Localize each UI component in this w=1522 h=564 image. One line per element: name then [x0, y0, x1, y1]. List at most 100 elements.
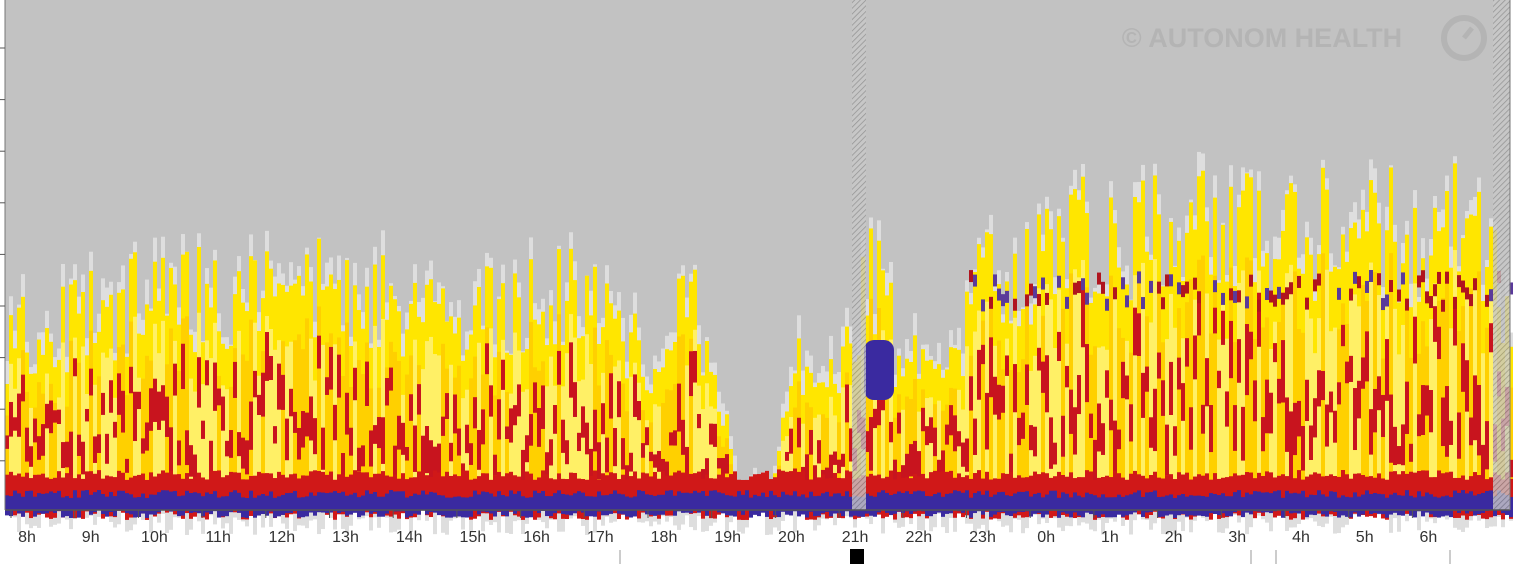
heat-cell	[1101, 494, 1105, 515]
heat-cell	[409, 496, 413, 517]
heat-cell	[1485, 294, 1489, 307]
heat-cell	[889, 495, 893, 516]
heat-cell	[673, 430, 677, 446]
heat-cell	[605, 437, 609, 473]
heat-cell	[805, 454, 809, 487]
heat-cell	[301, 497, 305, 518]
heat-cell	[1345, 323, 1349, 510]
heat-cell	[985, 490, 989, 511]
x-tick-label: 14h	[396, 529, 423, 546]
heat-cell	[1009, 453, 1013, 476]
heat-cell	[61, 342, 65, 510]
heat-cell	[705, 474, 709, 515]
heat-cell	[265, 332, 269, 381]
heat-cell	[1353, 271, 1357, 284]
heat-cell	[1305, 297, 1309, 310]
heat-cell	[1153, 259, 1157, 510]
heat-cell	[609, 373, 613, 419]
heat-cell	[617, 360, 621, 510]
heat-cell	[589, 364, 593, 510]
heat-cell	[617, 493, 621, 514]
heat-cell	[673, 383, 677, 510]
heat-cell	[1145, 366, 1149, 392]
heat-cell	[1445, 495, 1449, 516]
heat-cell	[257, 375, 261, 510]
heat-cell	[1461, 306, 1465, 510]
heat-cell	[589, 475, 593, 516]
y-ticks	[0, 47, 5, 462]
heat-cell	[864, 340, 894, 400]
heat-cell	[1205, 496, 1209, 517]
heat-cell	[81, 346, 85, 510]
heat-cell	[993, 274, 997, 287]
heat-cell	[1013, 364, 1017, 413]
heat-cell	[973, 493, 977, 514]
heat-cell	[561, 493, 565, 514]
heatmap	[5, 151, 1513, 535]
heat-cell	[261, 351, 265, 510]
heat-cell	[1413, 283, 1417, 510]
heat-cell	[441, 416, 445, 436]
heat-cell	[1393, 426, 1397, 466]
heat-cell	[1145, 316, 1149, 510]
x-tick-label: 20h	[778, 529, 805, 546]
heat-cell	[1161, 380, 1165, 416]
heat-cell	[713, 490, 717, 511]
heat-cell	[49, 383, 53, 510]
heat-cell	[945, 404, 949, 510]
heat-cell	[689, 493, 693, 514]
heat-cell	[1137, 313, 1141, 356]
heat-cell	[1441, 496, 1445, 517]
heat-cell	[1185, 302, 1189, 510]
heat-cell	[261, 494, 265, 515]
heat-cell	[1285, 397, 1289, 452]
heat-cell	[845, 384, 849, 423]
heat-cell	[1193, 335, 1197, 380]
heat-cell	[397, 415, 401, 450]
heat-cell	[1305, 476, 1309, 517]
heat-cell	[1221, 292, 1225, 305]
heat-cell	[605, 495, 609, 516]
heat-cell	[1213, 473, 1217, 514]
heat-cell	[1189, 495, 1193, 516]
heat-cell	[1377, 273, 1381, 286]
heat-cell	[305, 496, 309, 517]
heat-cell	[737, 491, 741, 512]
heat-cell	[181, 318, 185, 510]
heat-cell	[625, 411, 629, 510]
heat-cell	[197, 472, 201, 513]
heat-cell	[245, 360, 249, 510]
heat-cell	[633, 374, 637, 417]
heat-cell	[425, 494, 429, 515]
heat-cell	[961, 492, 965, 513]
heat-cell	[1233, 290, 1237, 303]
heat-cell	[1329, 491, 1333, 512]
heat-cell	[929, 496, 933, 517]
heat-cell	[873, 408, 877, 429]
heat-cell	[681, 472, 685, 513]
heat-cell	[1185, 281, 1189, 294]
heat-cell	[869, 298, 873, 510]
heat-cell	[1093, 495, 1097, 516]
heat-cell	[1197, 296, 1201, 336]
heat-cell	[473, 356, 477, 510]
heat-cell	[545, 474, 549, 515]
heat-cell	[585, 496, 589, 517]
heat-cell	[1317, 273, 1321, 286]
heat-cell	[1117, 429, 1121, 450]
heat-cell	[409, 355, 413, 510]
heat-cell	[997, 384, 1001, 420]
heat-cell	[293, 411, 297, 433]
heat-cell	[1013, 298, 1017, 311]
heat-cell	[665, 461, 669, 488]
heat-cell	[1117, 473, 1121, 514]
heat-cell	[209, 470, 213, 511]
x-tick-label: 10h	[141, 529, 168, 546]
heat-cell	[1113, 287, 1117, 300]
heat-cell	[713, 408, 717, 510]
heat-cell	[1169, 274, 1173, 287]
heat-cell	[633, 471, 637, 512]
heat-cell	[1401, 272, 1405, 285]
heat-cell	[1157, 352, 1161, 379]
heat-cell	[1161, 342, 1165, 510]
